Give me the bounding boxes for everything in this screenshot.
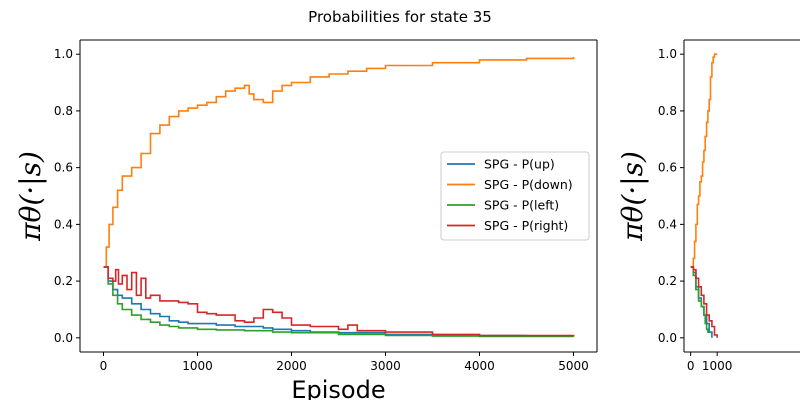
legend: SPG - P(up) SPG - P(down) SPG - P(left) SPG… <box>440 151 590 241</box>
y-tick-label: 0.4 <box>54 217 73 231</box>
y-tick-label: 0.2 <box>54 274 73 288</box>
legend-label-1: SPG - P(up) <box>484 157 555 172</box>
y-tick-label: 1.0 <box>54 47 73 61</box>
series-line-4 <box>690 266 718 338</box>
y-tick-label: 0.6 <box>54 161 73 175</box>
x-tick-label: 4000 <box>464 359 495 373</box>
right-subplot: 0 1000 0.0 0.2 0.4 0.6 0.8 1.0 πθ(·|s) <box>616 39 800 373</box>
x-tick-label: 1000 <box>702 359 733 373</box>
left-subplot: 0 1000 2000 3000 4000 5000 0.0 0.2 0.4 0.6 0.8 1.0 E… <box>14 39 598 400</box>
y-axis-label: πθ(·|s) <box>616 151 649 242</box>
x-tick-label: 3000 <box>370 359 401 373</box>
x-tick-label: 0 <box>100 359 108 373</box>
series-line-3 <box>103 266 575 338</box>
legend-label-3: SPG - P(left) <box>484 198 559 213</box>
x-tick-label: 0 <box>687 359 695 373</box>
series-line-2 <box>103 57 575 268</box>
y-tick-label: 0.0 <box>658 331 677 345</box>
x-tick-label: 5000 <box>558 359 589 373</box>
y-axis-label: πθ(·|s) <box>14 151 47 242</box>
legend-box <box>440 151 590 241</box>
series-line-2 <box>690 53 718 268</box>
y-tick-label: 0.4 <box>658 217 677 231</box>
y-tick-label: 0.0 <box>54 331 73 345</box>
y-tick-label: 1.0 <box>658 47 677 61</box>
x-axis-label: Episode <box>291 376 385 400</box>
legend-label-2: SPG - P(down) <box>484 177 573 192</box>
plot-area <box>690 53 718 338</box>
legend-label-4: SPG - P(right) <box>484 218 568 233</box>
y-tick-label: 0.8 <box>54 104 73 118</box>
x-tick-label: 2000 <box>276 359 307 373</box>
x-tick-label: 1000 <box>182 359 213 373</box>
series-line-4 <box>103 266 575 337</box>
figure-title: Probabilities for state 35 <box>308 8 492 26</box>
y-tick-label: 0.8 <box>658 104 677 118</box>
y-tick-label: 0.2 <box>658 274 677 288</box>
y-tick-label: 0.6 <box>658 161 677 175</box>
